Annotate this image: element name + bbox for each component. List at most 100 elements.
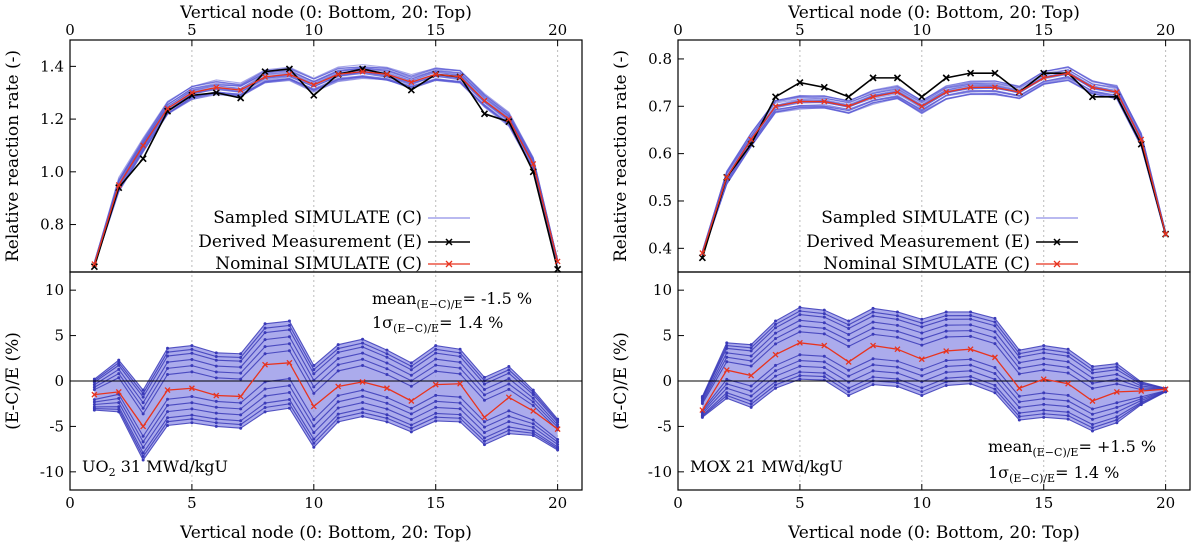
sample-deviation-point (1090, 368, 1094, 372)
sample-deviation-line (94, 391, 558, 449)
sample-deviation-point (1017, 361, 1021, 365)
sample-deviation-point (822, 332, 826, 336)
x-tick-label-top: 15 (426, 21, 445, 39)
sample-deviation-point (117, 367, 121, 371)
sample-deviation-point (214, 424, 218, 428)
sample-deviation-point (141, 440, 145, 444)
sample-deviation-point (385, 420, 389, 424)
sample-deviation-point (847, 326, 851, 330)
sample-deviation-point (920, 325, 924, 329)
sample-deviation-point (1090, 423, 1094, 427)
sample-deviation-point (385, 416, 389, 420)
sample-deviation-point (1115, 365, 1119, 369)
sample-deviation-point (1115, 418, 1119, 422)
sample-deviation-point (798, 374, 802, 378)
sample-deviation-point (993, 316, 997, 320)
measurement-point (869, 74, 877, 82)
sample-deviation-point (1066, 410, 1070, 414)
sample-deviation-line (701, 359, 1166, 415)
sample-deviation-point (944, 384, 948, 388)
nominal-point (1138, 136, 1145, 143)
nominal-deviation-line (701, 342, 1166, 411)
x-tick-label-bottom: 15 (1034, 494, 1053, 512)
y-tick-label-top: 1.4 (40, 57, 64, 75)
sample-deviation-point (117, 401, 121, 405)
sample-deviation-point (993, 330, 997, 334)
nominal-deviation-point (481, 414, 488, 421)
sample-deviation-point (1017, 418, 1021, 422)
sample-deviation-point (190, 395, 194, 399)
measurement-point (796, 79, 804, 87)
sample-deviation-point (749, 349, 753, 353)
sample-deviation-point (214, 364, 218, 368)
sample-deviation-point (774, 374, 778, 378)
sample-deviation-point (385, 355, 389, 359)
sample-deviation-point (895, 335, 899, 339)
sample-deviation-point (312, 445, 316, 449)
measurement-point (942, 74, 950, 82)
x-tick-label-top: 10 (304, 21, 323, 39)
sample-deviation-point (312, 424, 316, 428)
y-tick-label-bottom: 5 (54, 327, 64, 345)
nominal-deviation-point (237, 393, 244, 400)
nominal-deviation-point (918, 356, 925, 363)
sample-deviation-point (166, 416, 170, 420)
y-tick-label-bottom: 0 (662, 372, 672, 390)
sample-deviation-point (1042, 415, 1046, 419)
sample-deviation-point (969, 310, 973, 314)
sample-deviation-point (871, 369, 875, 373)
measurement-point (163, 107, 172, 115)
sample-deviation-point (287, 328, 291, 332)
sample-deviation-point (798, 330, 802, 334)
sample-deviation-point (1115, 368, 1119, 372)
sample-deviation-point (190, 347, 194, 351)
sample-deviation-point (117, 405, 121, 409)
measurement-point (310, 91, 318, 99)
nominal-deviation-point (213, 392, 220, 399)
sample-deviation-point (361, 357, 365, 361)
nominal-deviation-point (408, 398, 415, 404)
measurement-point (918, 93, 926, 101)
x-axis-title-bottom: Vertical node (0: Bottom, 20: Top) (787, 523, 1080, 543)
sample-deviation-point (871, 383, 875, 387)
sample-deviation-point (190, 421, 194, 425)
sampled-line (701, 67, 1167, 253)
sample-deviation-point (822, 366, 826, 370)
sample-deviation-point (263, 326, 267, 330)
sample-deviation-point (507, 382, 511, 386)
sample-deviation-point (1066, 365, 1070, 369)
nominal-point (918, 103, 925, 110)
sample-deviation-point (385, 373, 389, 377)
sample-deviation-point (847, 344, 851, 348)
measurement-point (771, 93, 780, 101)
case-label: MOX 21 MWd/kgU (690, 457, 843, 476)
y-axis-title-top: Relative reaction rate (-) (3, 50, 23, 262)
sample-deviation-point (895, 377, 899, 381)
sample-deviation-point (239, 352, 243, 356)
sample-deviation-line (94, 350, 559, 431)
sample-deviation-point (458, 413, 462, 417)
sample-deviation-point (895, 329, 899, 333)
sample-deviation-point (920, 317, 924, 321)
sample-deviation-point (531, 388, 535, 392)
sample-deviation-point (361, 414, 365, 418)
nominal-deviation-point (383, 385, 390, 392)
sample-deviation-point (141, 451, 145, 455)
mean-annotation: mean(E−C)/E= +1.5 % (988, 437, 1156, 459)
sample-deviation-point (1115, 401, 1119, 405)
sample-deviation-point (920, 394, 924, 398)
sample-deviation-line (702, 375, 1166, 429)
measurement-point (820, 83, 828, 91)
sample-deviation-point (336, 406, 340, 410)
nominal-deviation-point (530, 408, 537, 414)
legend-label: Derived Measurement (E) (806, 232, 1030, 252)
x-tick-label-top: 10 (912, 21, 931, 39)
sample-deviation-point (1090, 386, 1094, 390)
nominal-point (748, 136, 755, 143)
y-tick-label-top: 0.7 (648, 97, 672, 115)
sample-deviation-point (969, 357, 973, 361)
sample-deviation-point (774, 331, 778, 335)
sample-deviation-point (166, 346, 170, 350)
nominal-point (335, 71, 342, 78)
sample-deviation-point (482, 382, 486, 386)
